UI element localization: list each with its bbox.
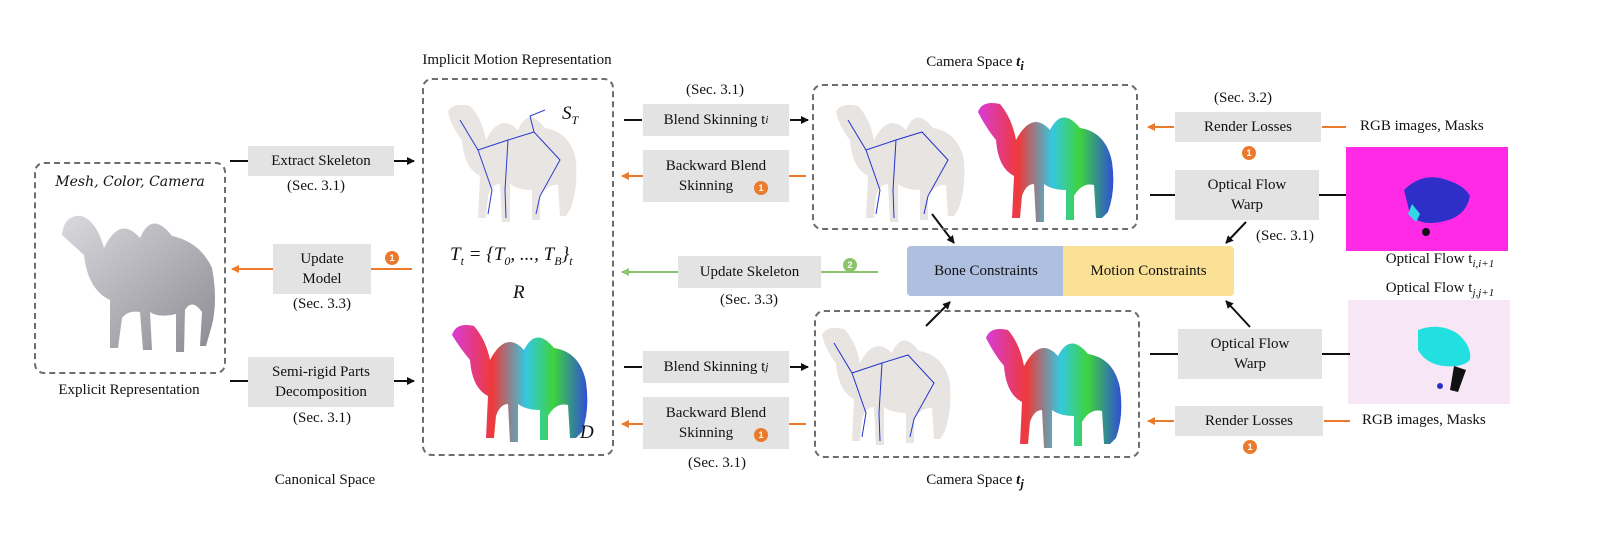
optical-flow-image-bottom (1348, 300, 1510, 404)
skeleton-camel-canonical (448, 104, 577, 222)
badge-update-model: 1 (385, 251, 399, 265)
sec-backward-bottom: (Sec. 3.1) (688, 455, 746, 471)
update-model-box: Update Model (273, 244, 371, 294)
optical-flow-top-label: Optical Flow ti,i+1 (1385, 251, 1495, 270)
motion-constraints-box: Motion Constraints (1063, 246, 1234, 296)
camera-space-bottom-title: Camera Space tj (926, 472, 1024, 491)
badge-update-skeleton: 2 (843, 258, 857, 272)
camera-space-top-title: Camera Space ti (926, 54, 1024, 73)
camera-space-bottom-box (814, 310, 1140, 458)
explicit-representation-label: Explicit Representation (58, 382, 200, 398)
optical-flow-warp-top-box: Optical Flow Warp (1175, 170, 1319, 220)
backward-blend-bottom-box: Backward Blend Skinning (643, 397, 789, 449)
sec-optical-top: (Sec. 3.1) (1256, 228, 1314, 244)
r-label: R (513, 282, 525, 303)
camera-space-top-box (812, 84, 1138, 230)
sec-render-top: (Sec. 3.2) (1214, 90, 1272, 106)
arrow-camera-bottom-to-bone (925, 301, 951, 327)
implicit-title: Implicit Motion Representation (422, 52, 612, 68)
render-losses-bottom-box: Render Losses (1175, 406, 1323, 436)
parts-camel-canonical (452, 325, 588, 442)
badge-render-top: 1 (1242, 146, 1256, 160)
sec-blend-top: (Sec. 3.1) (686, 82, 744, 98)
semi-rigid-box: Semi-rigid Parts Decomposition (248, 357, 394, 407)
skeleton-camel-bottom (822, 327, 951, 445)
s-t-label: ST (562, 103, 579, 127)
render-losses-top-box: Render Losses (1175, 112, 1321, 142)
arrow-flow-bottom-to-motion (1225, 300, 1251, 328)
extract-skeleton-box: Extract Skeleton (248, 146, 394, 176)
d-label: D (580, 422, 594, 443)
badge-backward-top: 1 (754, 181, 768, 195)
mesh-color-camera-label: Mesh, Color, Camera (55, 174, 205, 190)
explicit-representation-box (34, 162, 226, 374)
sec-extract: (Sec. 3.1) (287, 178, 345, 194)
bone-constraints-box: Bone Constraints (907, 246, 1065, 296)
implicit-representation-box (422, 78, 614, 456)
skeleton-camel-top (836, 104, 965, 222)
update-skeleton-box: Update Skeleton (678, 256, 821, 288)
formula-label: Tt = {T0, ..., TB}t (450, 244, 573, 268)
optical-flow-image-top (1346, 147, 1508, 251)
rgb-images-bottom-label: RGB images, Masks (1362, 412, 1486, 428)
canonical-space-label: Canonical Space (274, 472, 376, 488)
sec-update-skeleton: (Sec. 3.3) (720, 292, 778, 308)
badge-render-bottom: 1 (1243, 440, 1257, 454)
backward-blend-top-box: Backward Blend Skinning (643, 150, 789, 202)
explicit-camel-illustration (62, 215, 215, 352)
optical-flow-warp-bottom-box: Optical Flow Warp (1178, 329, 1322, 379)
sec-semi-rigid: (Sec. 3.1) (293, 410, 351, 426)
optical-flow-bottom-label: Optical Flow tj,j+1 (1385, 280, 1495, 299)
badge-backward-bottom: 1 (754, 428, 768, 442)
arrow-flow-top-to-motion (1225, 221, 1247, 244)
sec-update-model: (Sec. 3.3) (293, 296, 351, 312)
rgb-images-top-label: RGB images, Masks (1360, 118, 1484, 134)
parts-camel-bottom (986, 329, 1122, 448)
parts-camel-top (978, 103, 1114, 222)
